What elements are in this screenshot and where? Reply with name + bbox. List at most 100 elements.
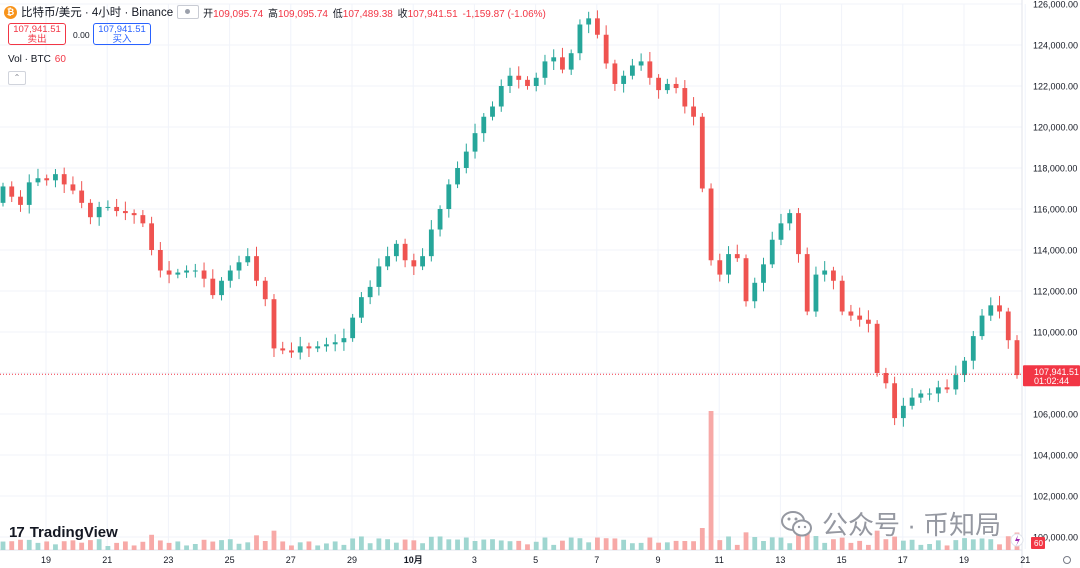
eye-icon[interactable] (177, 5, 200, 19)
candle-body (367, 286, 373, 298)
candle-body (935, 387, 941, 394)
candle-body (114, 206, 120, 212)
volume-bar (533, 541, 539, 550)
change-value: -1,159.87 (-1.06%) (462, 8, 546, 20)
volume-label: Vol · BTC (8, 54, 51, 65)
volume-bar (26, 539, 32, 550)
candle-body (289, 350, 294, 353)
x-tick-label: 21 (1020, 555, 1030, 565)
volume-bar (664, 542, 670, 550)
volume-bar (525, 544, 530, 550)
candle-body (551, 57, 557, 62)
y-tick-label: 112,000.00 (1033, 287, 1077, 297)
candle-body (201, 270, 207, 279)
candle-body (699, 116, 705, 189)
candle-body (463, 151, 469, 168)
candle-body (402, 243, 408, 261)
candle-body (35, 178, 41, 183)
y-tick-label: 120,000.00 (1033, 123, 1078, 133)
volume-bar (122, 541, 128, 550)
candle-body (682, 88, 688, 107)
volume-bar (988, 539, 994, 550)
volume-bar (1005, 536, 1011, 550)
volume-bar (420, 543, 425, 550)
volume-bar (166, 542, 172, 550)
sell-price: 107,941.51 (13, 24, 61, 35)
candle-body (734, 254, 740, 259)
volume-bar (944, 545, 950, 550)
candle-body (498, 86, 504, 107)
volume-bar (297, 542, 303, 550)
volume-bar (70, 540, 76, 550)
candle-body (0, 186, 6, 203)
candle-body (778, 223, 784, 240)
buy-button[interactable]: 107,941.51 买入 (93, 23, 151, 45)
volume-badge: 60 (1034, 539, 1043, 548)
volume-bar (245, 542, 251, 550)
symbol-title[interactable]: 比特币/美元 · 4小时 · Binance (21, 7, 174, 19)
candle-body (586, 18, 592, 25)
volume-bar (708, 411, 714, 550)
candle-body (411, 260, 417, 267)
candle-body (175, 272, 181, 275)
symbol-header: ₿ 比特币/美元 · 4小时 · Binance 开109,095.74 高10… (4, 3, 548, 21)
volume-bar (131, 545, 137, 550)
volume-bar (647, 537, 653, 550)
tradingview-mark-icon: 17 (9, 524, 25, 541)
volume-bar (682, 541, 688, 550)
bitcoin-icon: ₿ (4, 5, 17, 19)
candle-body (664, 83, 670, 91)
volume-bar (577, 538, 583, 550)
candle-body (839, 280, 845, 312)
watermark-text: 公众号 · 币知局 (822, 510, 1002, 540)
volume-bar (743, 532, 749, 550)
candle-body (184, 270, 189, 273)
x-tick-label: 9 (655, 555, 660, 565)
candle-body (717, 260, 723, 275)
volume-bar (769, 537, 775, 550)
buy-price: 107,941.51 (98, 24, 146, 35)
candle-body (455, 168, 460, 185)
candle-body (122, 211, 128, 214)
volume-bar (621, 539, 627, 550)
volume-bar (446, 539, 452, 550)
x-tick-label: 10月 (404, 555, 423, 565)
sell-button[interactable]: 107,941.51 卖出 (8, 23, 66, 45)
buy-label: 买入 (112, 34, 132, 45)
volume-bar (979, 538, 985, 550)
candle-body (437, 209, 443, 230)
candle-body (131, 213, 137, 216)
candle-body (612, 63, 618, 84)
lightning-bolt-icon (1015, 535, 1020, 546)
candle-body (1014, 340, 1020, 376)
volume-bar (638, 542, 644, 550)
tradingview-logo[interactable]: 17 TradingView (9, 524, 118, 541)
volume-legend[interactable]: Vol · BTC 60 (8, 54, 66, 65)
y-tick-label: 106,000.00 (1033, 410, 1078, 420)
x-tick-label: 7 (594, 555, 599, 565)
volume-bar (612, 538, 618, 550)
collapse-chevron-icon[interactable]: ⌃ (8, 71, 26, 85)
x-tick-label: 19 (959, 555, 969, 565)
candle-body (44, 178, 50, 181)
y-tick-label: 114,000.00 (1033, 246, 1077, 256)
ohlc-readout: 开109,095.74 高109,095.74 低107,489.38 收107… (203, 8, 546, 20)
volume-bar (839, 537, 845, 550)
volume-bar (376, 538, 382, 550)
volume-bar (341, 544, 347, 550)
x-tick-label: 15 (837, 555, 847, 565)
candle-body (673, 83, 679, 89)
candle-body (813, 274, 819, 312)
candle-body (761, 264, 766, 283)
sell-label: 卖出 (27, 34, 47, 45)
y-tick-label: 126,000.00 (1033, 0, 1078, 10)
candle-body (79, 190, 85, 203)
volume-bar (210, 541, 216, 550)
volume-bar (848, 542, 854, 550)
volume-bar (796, 532, 801, 550)
volume-bar (935, 540, 941, 550)
volume-bar (306, 541, 312, 550)
volume-bar (909, 539, 915, 550)
volume-bar (953, 540, 959, 550)
